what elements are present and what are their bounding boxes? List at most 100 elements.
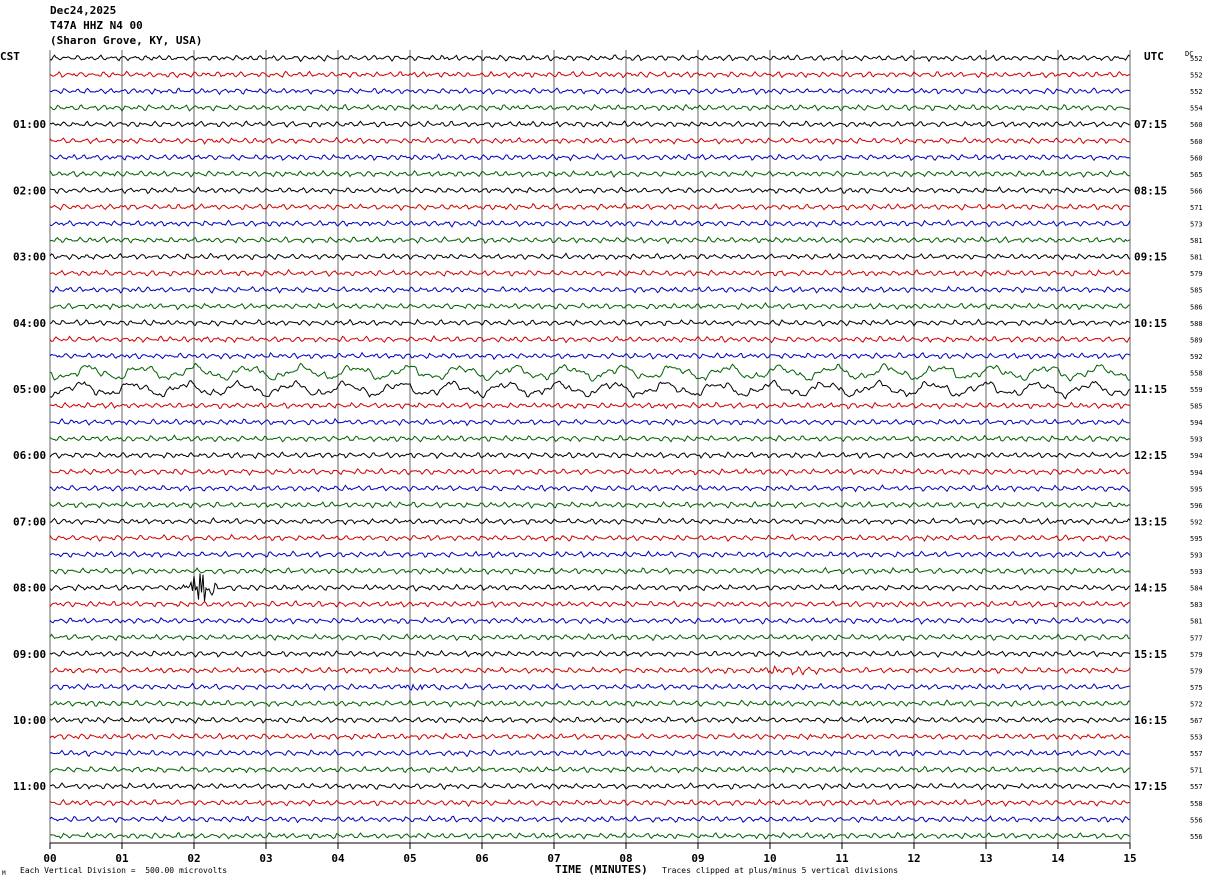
trace-line [49,54,1131,63]
left-hour-label: 03:00 [13,251,46,264]
dc-offset-label: 566 [1190,187,1203,195]
x-tick-label: 14 [1051,852,1065,865]
trace-line [49,798,1131,808]
right-hour-label: 14:15 [1134,582,1167,595]
dc-offset-label: 595 [1190,535,1203,543]
trace-line [49,351,1131,361]
left-hour-label: 07:00 [13,515,46,528]
dc-offset-label: 586 [1190,303,1203,311]
trace-line [49,70,1130,79]
dc-offset-label: 560 [1190,121,1203,129]
left-hour-label: 05:00 [13,383,46,396]
trace-line [49,335,1131,344]
trace-line [49,573,1131,602]
dc-offset-label: 571 [1190,767,1203,775]
trace-line [49,219,1131,228]
dc-offset-label: 593 [1190,436,1203,444]
dc-offset-label: 592 [1190,353,1203,361]
trace-line [49,169,1131,178]
trace-line [49,484,1131,493]
trace-line [49,236,1131,245]
dc-offset-label: 559 [1190,386,1203,394]
right-hour-label: 12:15 [1134,449,1167,462]
dc-offset-label: 581 [1190,237,1203,245]
header-date: Dec24,2025 [50,4,117,17]
corner-mark: M [2,870,6,877]
trace-line [49,765,1131,774]
trace-line [49,748,1131,758]
dc-offset-label: 567 [1190,717,1203,725]
dc-offset-label: 596 [1190,502,1203,510]
dc-offset-label: 557 [1190,783,1203,791]
left-hour-label: 11:00 [13,780,46,793]
x-tick-label: 03 [259,852,272,865]
dc-offset-label: 552 [1190,55,1203,63]
dc-offset-label: 594 [1190,452,1203,460]
x-tick-label: 04 [331,852,345,865]
left-hour-label: 02:00 [13,184,46,197]
right-hour-label: 16:15 [1134,714,1167,727]
dc-offset-label: 581 [1190,254,1203,262]
trace-line [49,417,1131,427]
right-hour-label: 09:15 [1134,251,1167,264]
trace-line [50,268,1131,277]
trace-line [49,517,1131,526]
trace-line [49,451,1131,460]
right-hour-label: 07:15 [1134,118,1167,131]
dc-offset-label: 560 [1190,138,1203,146]
dc-offset-label: 573 [1190,221,1203,229]
dc-offset-label: 552 [1190,72,1203,80]
trace-line [49,379,1131,400]
trace-line [49,682,1131,691]
dc-offset-label: 579 [1190,651,1203,659]
right-hour-label: 10:15 [1134,317,1167,330]
trace-line [49,120,1131,129]
trace-line [49,302,1131,311]
x-tick-label: 06 [475,852,489,865]
left-hour-label: 06:00 [13,449,46,462]
x-tick-label: 12 [907,852,920,865]
dc-offset-label: 554 [1190,105,1203,113]
x-tick-label: 11 [835,852,849,865]
dc-offset-label: 592 [1190,518,1203,526]
trace-line [49,103,1131,112]
trace-line [49,136,1131,145]
dc-offset-label: 556 [1190,816,1203,824]
trace-line [49,665,1131,676]
trace-line [49,153,1131,162]
left-hour-label: 10:00 [13,714,46,727]
trace-line [49,318,1131,327]
trace-line [49,815,1131,824]
dc-offset-label: 558 [1190,369,1203,377]
trace-line [49,716,1131,724]
left-hour-label: 01:00 [13,118,46,131]
left-hour-label: 04:00 [13,317,46,330]
trace-line [49,782,1131,791]
trace-line [49,202,1131,211]
x-tick-label: 08 [619,852,632,865]
dc-offset-label: 552 [1190,88,1203,96]
trace-line [49,87,1130,96]
dc-offset-label: 560 [1190,154,1203,162]
dc-offset-label: 585 [1190,403,1203,411]
dc-offset-label: 594 [1190,469,1203,477]
trace-line [49,600,1130,608]
dc-offset-label: 584 [1190,585,1203,593]
dc-offset-label: 588 [1190,320,1203,328]
dc-offset-label: 579 [1190,667,1203,675]
trace-group [49,54,1131,840]
header-station: T47A HHZ N4 00 [50,19,143,32]
trace-line [49,566,1131,576]
trace-line [49,252,1131,261]
header-location: (Sharon Grove, KY, USA) [50,34,203,47]
axis-labels: 00 01 02 03 04 05 06 07 08 09 10 11 12 13 14 15 552 552 55… [13,55,1203,865]
dc-offset-label: 593 [1190,552,1203,560]
x-tick-label: 00 [43,852,56,865]
x-tick-label: 13 [979,852,992,865]
trace-line [49,401,1131,410]
x-tick-label: 07 [547,852,560,865]
dc-offset-label: 583 [1190,601,1203,609]
dc-offset-label: 557 [1190,750,1203,758]
x-tick-label: 15 [1123,852,1136,865]
